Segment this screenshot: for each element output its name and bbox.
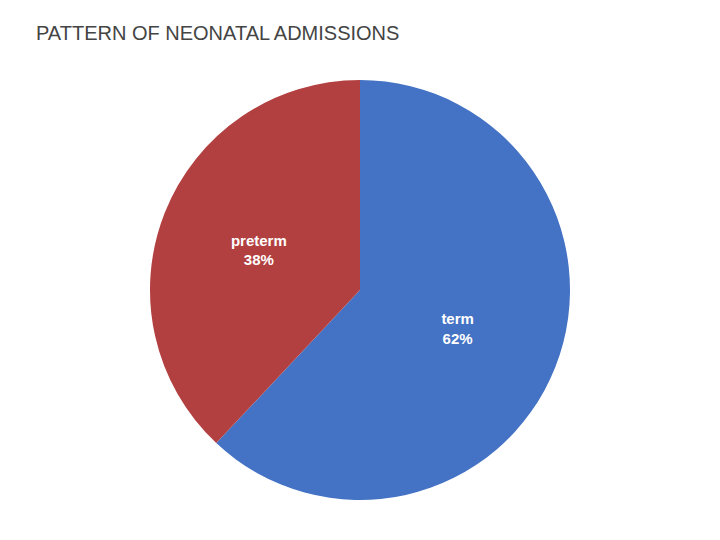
svg-text:preterm38%: preterm38% (231, 232, 287, 269)
svg-text:PATTERN OF NEONATAL ADMISSIONS: PATTERN OF NEONATAL ADMISSIONS (36, 22, 399, 44)
svg-text:term62%: term62% (441, 310, 474, 347)
